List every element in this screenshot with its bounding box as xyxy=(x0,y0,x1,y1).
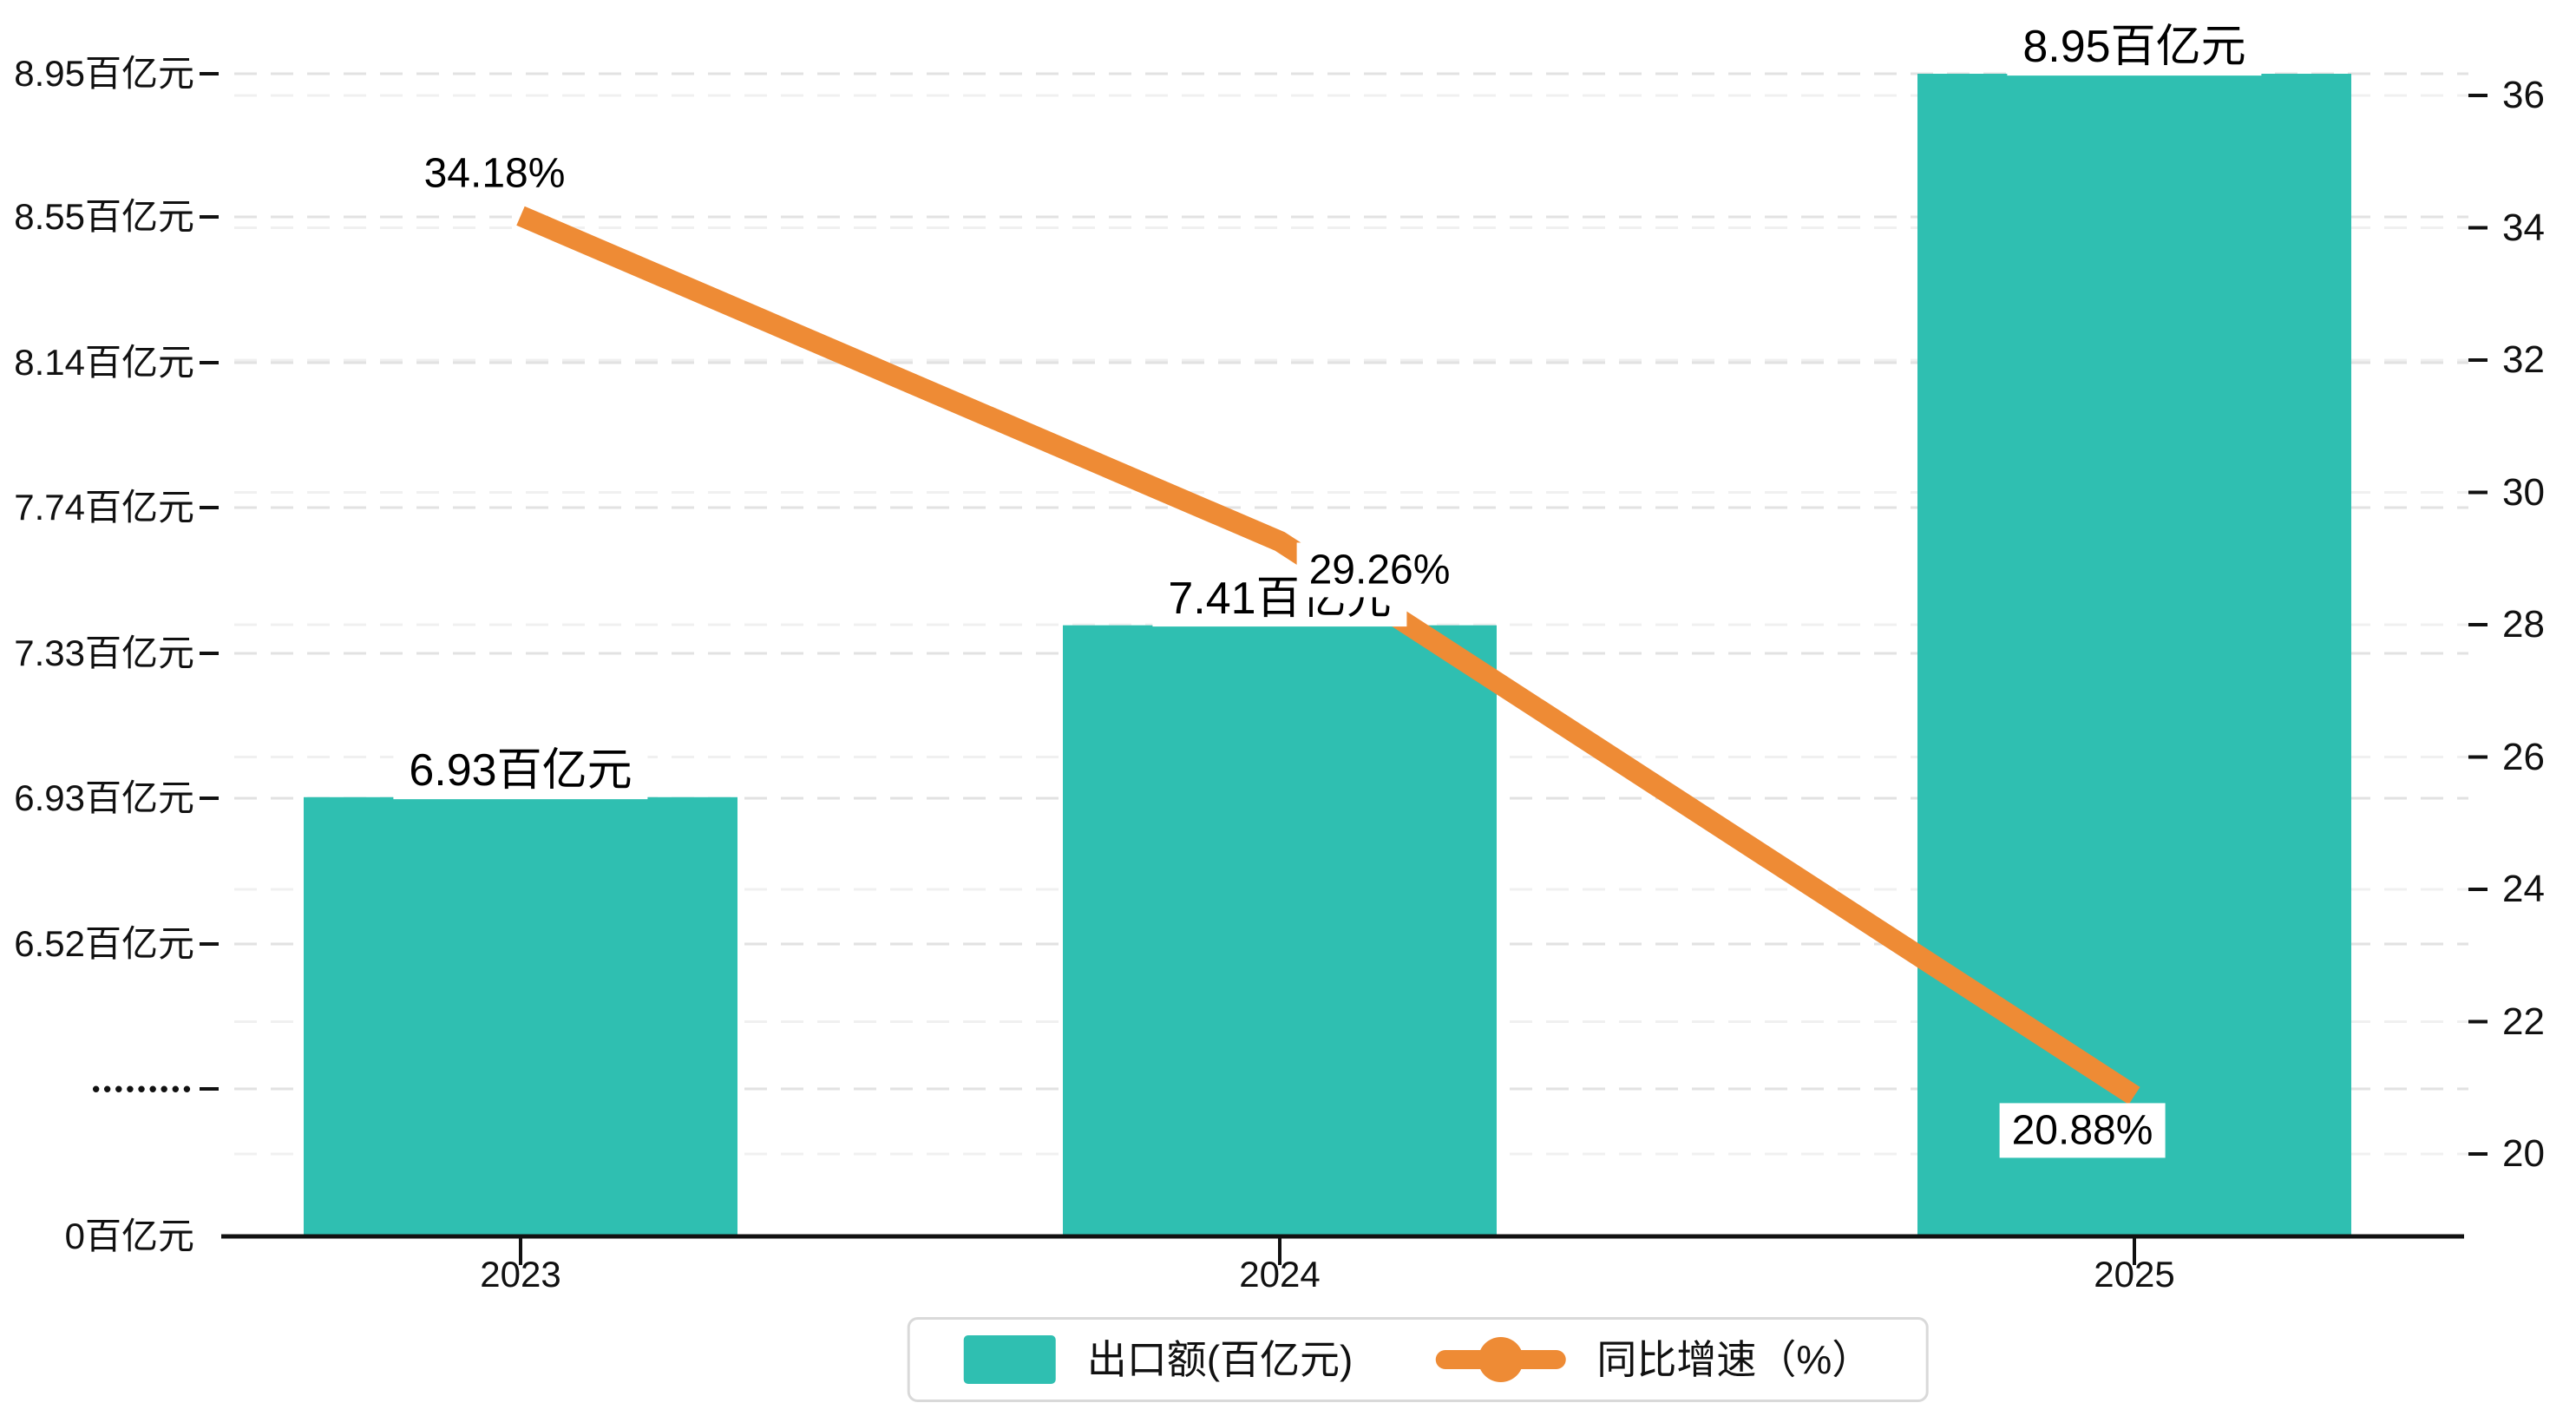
legend-item-export[interactable]: 出口额(百亿元) xyxy=(963,1335,1354,1384)
legend-label-growth: 同比增速（%） xyxy=(1596,1337,1872,1382)
bar-2025[interactable] xyxy=(1917,74,2351,1236)
bar-value-label: 6.93百亿元 xyxy=(393,743,648,799)
legend-item-growth[interactable]: 同比增速（%） xyxy=(1435,1334,1871,1386)
right-axis-tick-label: 36 xyxy=(2502,74,2545,116)
growth-rate-line[interactable] xyxy=(516,206,2140,1105)
left-axis-tick-label: 8.55百亿元 xyxy=(14,196,194,237)
left-axis-break-label: ••••••••• xyxy=(92,1076,194,1102)
right-axis-tick-label: 22 xyxy=(2502,1000,2545,1043)
bar-swatch-icon xyxy=(963,1335,1056,1384)
right-axis-tick-label: 26 xyxy=(2502,735,2545,778)
right-axis-tick-label: 32 xyxy=(2502,338,2545,381)
left-axis-tick-label: 8.14百亿元 xyxy=(14,342,194,383)
legend: 出口额(百亿元) 同比增速（%） xyxy=(907,1317,1929,1402)
x-axis-label-2023[interactable]: 2023 xyxy=(480,1254,561,1295)
growth-value-label: 20.88% xyxy=(1999,1103,2166,1158)
x-axis-label-2024[interactable]: 2024 xyxy=(1239,1254,1321,1295)
x-axis-label-2025[interactable]: 2025 xyxy=(2094,1254,2175,1295)
left-axis-tick-label: 6.52百亿元 xyxy=(14,923,194,964)
growth-value-label: 29.26% xyxy=(1296,542,1463,598)
right-axis-tick-label: 24 xyxy=(2502,868,2545,910)
line-marker-dot xyxy=(1478,1337,1524,1382)
right-axis-tick-label: 20 xyxy=(2502,1132,2545,1175)
right-axis-tick-label: 34 xyxy=(2502,206,2545,249)
right-axis-tick-label: 28 xyxy=(2502,603,2545,646)
left-axis-tick-label: 8.95百亿元 xyxy=(14,53,194,94)
line-marker-icon xyxy=(1435,1334,1566,1386)
left-axis-tick-label: 6.93百亿元 xyxy=(14,777,194,818)
bar-2023[interactable] xyxy=(304,796,737,1236)
left-axis-tick-label: 0百亿元 xyxy=(64,1216,194,1256)
right-axis-tick-label: 30 xyxy=(2502,470,2545,514)
growth-value-label: 34.18% xyxy=(411,146,578,201)
bar-value-label: 8.95百亿元 xyxy=(2007,20,2262,75)
left-axis-tick-label: 7.33百亿元 xyxy=(14,633,194,673)
legend-label-export: 出口额(百亿元) xyxy=(1086,1337,1354,1382)
left-axis-tick-label: 7.74百亿元 xyxy=(14,487,194,528)
bar-2024[interactable] xyxy=(1063,625,1497,1236)
